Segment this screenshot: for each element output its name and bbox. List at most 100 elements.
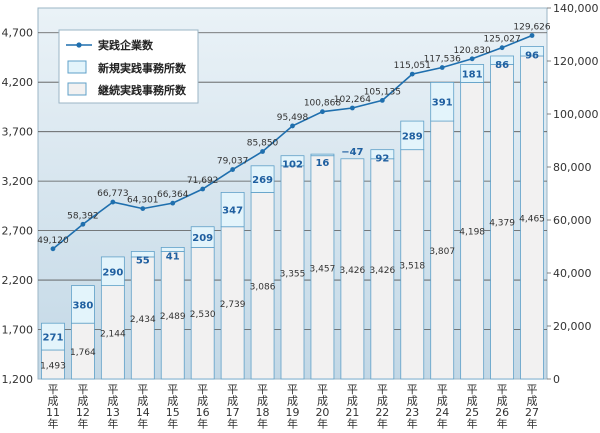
line-point-12 <box>409 71 415 77</box>
bar-new-16 <box>520 46 544 57</box>
x-label-15-0: 平 <box>497 383 508 396</box>
x-label-5-3: 年 <box>197 417 208 431</box>
label-continuing-9: 3,457 <box>310 264 336 274</box>
x-label-7-3: 年 <box>257 417 268 431</box>
left-tick-2200: 2,200 <box>2 274 34 287</box>
x-label-1-2: 12 <box>76 406 90 419</box>
bars: 1,493 271 1,764 380 2,144 290 2,434 55 2,489 41 2,… <box>40 46 545 380</box>
line-point-16 <box>529 33 535 38</box>
line-point-11 <box>379 97 385 103</box>
line-label-16: 129,626 <box>513 22 550 32</box>
x-label-12-0: 平 <box>407 383 418 396</box>
x-label-0-0: 平 <box>47 383 58 396</box>
label-continuing-7: 3,086 <box>250 283 276 293</box>
x-label-1-3: 年 <box>77 417 88 431</box>
label-new-8: 102 <box>282 160 303 171</box>
line-point-14 <box>469 56 475 62</box>
label-new-13: 391 <box>432 98 453 109</box>
label-new-12: 289 <box>402 131 423 142</box>
legend-label-continuing: 継続実践事務所数 <box>98 83 187 97</box>
line-label-12: 115,051 <box>394 61 431 71</box>
legend-swatch-continuing <box>67 82 87 96</box>
bar-continuing-10 <box>340 158 365 380</box>
x-label-16-3: 年 <box>527 417 538 431</box>
legend-label-new: 新規実践事務所数 <box>98 61 187 75</box>
right-tick-140000: 140,000 <box>553 2 599 15</box>
bar-new-0 <box>41 322 65 351</box>
label-continuing-1: 1,764 <box>70 348 96 358</box>
legend-label-companies: 実践企業数 <box>98 38 154 52</box>
line-point-5 <box>200 186 206 192</box>
line-point-3 <box>140 206 146 212</box>
line-point-9 <box>320 109 325 115</box>
right-tick-120000: 120,000 <box>553 55 599 68</box>
x-label-10-1: 成 <box>347 395 358 408</box>
x-label-8-1: 成 <box>287 395 298 408</box>
line-label-8: 95,498 <box>277 113 309 123</box>
line-label-2: 66,773 <box>97 189 129 199</box>
bar-new-2 <box>100 256 125 287</box>
x-label-9-1: 成 <box>317 395 328 408</box>
x-label-14-3: 年 <box>467 417 478 431</box>
x-label-7-0: 平 <box>257 383 268 396</box>
x-label-11-0: 平 <box>377 383 388 396</box>
x-label-11-2: 22 <box>375 406 389 419</box>
x-label-14-1: 成 <box>467 395 478 408</box>
x-label-3-1: 成 <box>137 395 148 408</box>
bar-new-5 <box>190 226 215 248</box>
x-label-13-0: 平 <box>437 383 448 396</box>
x-label-10-3: 年 <box>347 417 358 431</box>
line-label-5: 71,692 <box>187 176 219 186</box>
label-continuing-16: 4,465 <box>519 214 545 224</box>
left-tick-4200: 4,200 <box>2 76 34 89</box>
x-label-12-3: 年 <box>407 417 418 431</box>
x-label-2-2: 13 <box>106 406 120 419</box>
line-point-0 <box>50 246 56 252</box>
line-point-2 <box>110 199 116 205</box>
x-label-12-1: 成 <box>407 395 418 408</box>
x-label-11-1: 成 <box>377 395 388 408</box>
left-tick-1200: 1,200 <box>2 373 34 386</box>
line-label-1: 58,392 <box>67 211 99 221</box>
line-label-0: 49,120 <box>37 236 69 246</box>
x-label-9-3: 年 <box>317 417 328 431</box>
bar-new-12 <box>400 120 425 151</box>
line-label-14: 120,830 <box>454 46 491 56</box>
label-new-0: 271 <box>43 333 64 344</box>
x-label-7-1: 成 <box>257 395 268 408</box>
line-label-11: 105,135 <box>364 87 401 97</box>
x-label-4-1: 成 <box>167 395 178 408</box>
legend-line-marker <box>76 42 82 48</box>
label-new-2: 290 <box>102 267 123 278</box>
x-label-10-0: 平 <box>347 383 358 396</box>
x-label-5-2: 16 <box>196 406 210 419</box>
x-label-4-3: 年 <box>167 417 178 431</box>
line-label-7: 85,850 <box>247 138 279 148</box>
label-continuing-10: 3,426 <box>339 266 365 276</box>
label-new-3: 55 <box>136 255 150 266</box>
right-tick-20000: 20,000 <box>553 320 592 333</box>
x-label-15-2: 26 <box>495 406 509 419</box>
label-new-10: −47 <box>341 147 363 158</box>
bar-new-13 <box>430 81 455 122</box>
x-label-8-3: 年 <box>287 417 298 431</box>
label-new-7: 269 <box>252 175 273 186</box>
label-new-14: 181 <box>462 69 483 80</box>
legend-swatch-new <box>67 60 87 74</box>
label-continuing-2: 2,144 <box>100 329 126 339</box>
line-label-4: 66,364 <box>157 190 189 200</box>
label-continuing-0: 1,493 <box>40 362 66 372</box>
line-point-15 <box>499 45 505 51</box>
line-label-6: 79,037 <box>217 157 249 167</box>
right-tick-100000: 100,000 <box>553 108 599 121</box>
x-label-10-2: 21 <box>345 406 359 419</box>
x-label-13-2: 24 <box>435 406 449 419</box>
x-label-2-0: 平 <box>107 383 118 396</box>
line-label-15: 125,027 <box>483 35 520 45</box>
line-label-9: 100,868 <box>304 99 341 109</box>
x-label-5-1: 成 <box>197 395 208 408</box>
label-new-9: 16 <box>315 158 329 169</box>
legend: 実践企業数 新規実践事務所数 継続実践事務所数 <box>58 29 199 104</box>
